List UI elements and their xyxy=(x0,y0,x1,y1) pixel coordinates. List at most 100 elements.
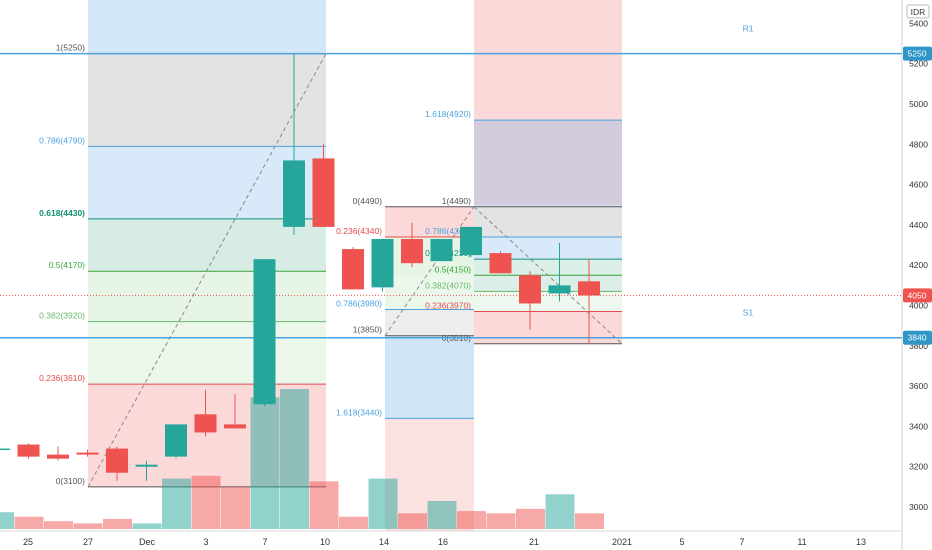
volume-bar xyxy=(486,513,516,529)
fib-second-level-label: 0.786(3980) xyxy=(336,299,382,309)
fib-third-trendline xyxy=(473,206,623,345)
volume-bar xyxy=(221,487,250,529)
fib-second-zone xyxy=(385,236,474,276)
volume-bar xyxy=(162,478,191,529)
fib-main-level-label: 0.786(4790) xyxy=(39,135,85,145)
volume-bar xyxy=(280,389,309,529)
price-tick-label: 5400 xyxy=(909,18,928,28)
time-tick-label: 2021 xyxy=(612,537,632,547)
fib-main-trendline xyxy=(87,53,327,488)
candle-body[interactable] xyxy=(76,452,99,455)
fib-second-zone xyxy=(385,309,474,336)
fib-third-zone xyxy=(474,311,622,344)
price-axis-bg xyxy=(902,0,932,550)
price-tick-label: 5200 xyxy=(909,59,928,69)
price-badges: 5250 4050 3840 xyxy=(903,46,932,345)
fib-main-zone xyxy=(88,271,326,322)
price-badge xyxy=(903,330,932,345)
candle-body[interactable] xyxy=(312,158,335,227)
time-tick-label: Dec xyxy=(139,537,156,547)
price-badge xyxy=(903,46,932,61)
candle-body[interactable] xyxy=(283,160,305,227)
price-tick-label: 3200 xyxy=(909,462,928,472)
fib-main-level-label: 1(5250) xyxy=(56,43,85,53)
fib-third-level-label: 0.382(4070) xyxy=(425,280,471,290)
candle-body[interactable] xyxy=(519,275,541,304)
candle-body[interactable] xyxy=(460,226,482,256)
price-axis-ticks: 3000 3200 3400 3600 3800 4000 4200 4400 4600 4800… xyxy=(909,18,928,512)
volume-bar xyxy=(339,516,368,529)
fib-main-level-label: 0(3100) xyxy=(56,476,85,486)
fib-second-zone xyxy=(385,275,474,310)
fib-layer: 1(5250) 0.786(4790) 0.618(4430) 0.5(4170) 0.… xyxy=(39,43,623,531)
price-badge xyxy=(903,288,932,303)
range-shade-blue-left xyxy=(88,0,326,54)
volume-bar xyxy=(575,513,604,529)
candle-body[interactable] xyxy=(106,448,128,473)
candle-body[interactable] xyxy=(17,444,40,457)
volume-bar xyxy=(14,516,44,529)
candle-body[interactable] xyxy=(342,249,364,290)
price-badge-label: 4050 xyxy=(908,290,927,300)
volume-bar xyxy=(457,511,486,529)
time-tick-label: 7 xyxy=(739,537,744,547)
fib-second-level-label: 1.618(3440) xyxy=(336,407,382,417)
volume-bar xyxy=(427,501,457,529)
candle-body[interactable] xyxy=(165,424,187,457)
volume-bar xyxy=(516,508,545,529)
fib-second-zone xyxy=(385,206,474,237)
price-tick-label: 4000 xyxy=(909,301,928,311)
volume-bar xyxy=(309,481,339,529)
time-tick-label: 16 xyxy=(438,537,448,547)
time-tick-label: 14 xyxy=(379,537,389,547)
price-tick-label: 4400 xyxy=(909,220,928,230)
candle-body[interactable] xyxy=(0,448,10,451)
volume-bar xyxy=(0,512,14,529)
price-badge-label: 3840 xyxy=(908,333,927,343)
volume-bar xyxy=(398,513,427,529)
candle-body[interactable] xyxy=(135,464,158,467)
candles xyxy=(0,53,600,481)
volume-bar xyxy=(103,518,132,529)
volume-bar xyxy=(44,521,73,529)
candle-body[interactable] xyxy=(548,285,571,294)
fib-third-level-label: 0.5(4150) xyxy=(435,264,472,274)
volume-bar xyxy=(368,478,398,529)
candle-body[interactable] xyxy=(401,239,423,264)
time-tick-label: 7 xyxy=(262,537,267,547)
volume-bar xyxy=(191,475,221,529)
fib-main-level-label: 0.236(3610) xyxy=(39,373,85,383)
time-tick-label: 13 xyxy=(856,537,866,547)
fib-main-zone xyxy=(88,53,326,147)
volume-bars xyxy=(0,389,604,529)
currency-label-box xyxy=(906,4,930,19)
volume-bar xyxy=(73,523,103,529)
fib-second-level-label: 0.236(4340) xyxy=(336,226,382,236)
candle-body[interactable] xyxy=(47,454,69,459)
fib-main-level-label: 0.5(4170) xyxy=(49,260,86,270)
candle-body[interactable] xyxy=(371,239,394,288)
fib-third-level-label: 0.236(3970) xyxy=(425,301,471,311)
candle-body[interactable] xyxy=(194,414,217,433)
time-tick-label: 10 xyxy=(320,537,330,547)
fib-third-level-label: 1.618(4920) xyxy=(425,109,471,119)
candle-body[interactable] xyxy=(578,281,600,296)
candle-body[interactable] xyxy=(253,259,276,405)
price-tick-label: 3000 xyxy=(909,502,928,512)
fib-third-zone xyxy=(474,291,622,312)
fib-main-level-label: 0.618(4430) xyxy=(39,208,85,218)
time-tick-label: 21 xyxy=(529,537,539,547)
candle-body[interactable] xyxy=(224,424,246,429)
price-tick-label: 4200 xyxy=(909,260,928,270)
price-tick-label: 3800 xyxy=(909,341,928,351)
price-tick-label: 4800 xyxy=(909,139,928,149)
horizontal-lines: R1 S1 xyxy=(0,24,902,339)
fib-main-level-label: 0.382(3920) xyxy=(39,311,85,321)
volume-bar xyxy=(545,494,575,529)
candle-body[interactable] xyxy=(489,253,512,274)
candle-body[interactable] xyxy=(430,239,453,262)
volume-bar xyxy=(132,523,162,529)
price-badge-label: 5250 xyxy=(908,49,927,59)
